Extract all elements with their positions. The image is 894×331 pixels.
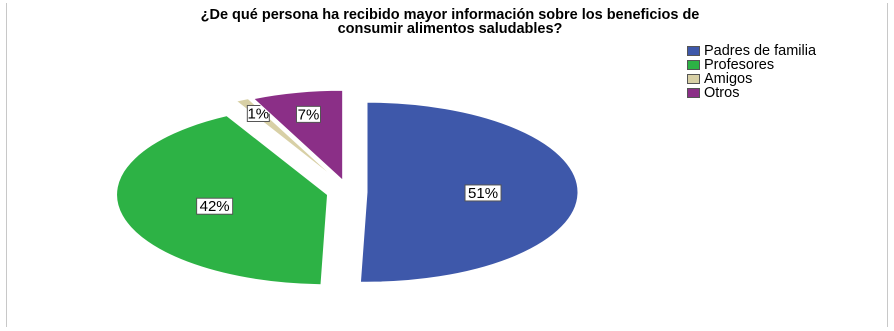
legend-label-otros: Otros xyxy=(704,85,740,101)
pie-data-label-text-1: 42% xyxy=(200,198,230,215)
pie-data-label-0: 51% xyxy=(464,184,502,202)
legend-label-padres: Padres de familia xyxy=(704,43,817,59)
pie-data-label-text-2: 1% xyxy=(247,105,269,122)
legend-swatch-otros xyxy=(687,88,700,98)
legend-item-amigos: Amigos xyxy=(687,72,816,86)
legend-swatch-profesores xyxy=(687,60,700,70)
chart-frame xyxy=(6,3,888,327)
legend-label-profesores: Profesores xyxy=(704,57,775,73)
pie-data-label-text-0: 51% xyxy=(468,185,498,202)
legend-item-profesores: Profesores xyxy=(687,58,816,72)
chart-title: ¿De qué persona ha recibido mayor inform… xyxy=(20,7,880,37)
legend-swatch-padres xyxy=(687,46,700,56)
pie-data-label-1: 42% xyxy=(196,197,234,215)
legend: Padres de familia Profesores Amigos Otro… xyxy=(687,44,816,100)
pie-data-label-text-3: 7% xyxy=(298,106,320,123)
legend-label-amigos: Amigos xyxy=(704,71,753,87)
pie-data-label-3: 7% xyxy=(295,105,321,123)
legend-item-otros: Otros xyxy=(687,86,816,100)
legend-item-padres: Padres de familia xyxy=(687,44,816,58)
chart-title-line-2: consumir alimentos saludables? xyxy=(337,21,563,37)
chart-title-line-1: ¿De qué persona ha recibido mayor inform… xyxy=(200,7,700,23)
legend-swatch-amigos xyxy=(687,74,700,84)
